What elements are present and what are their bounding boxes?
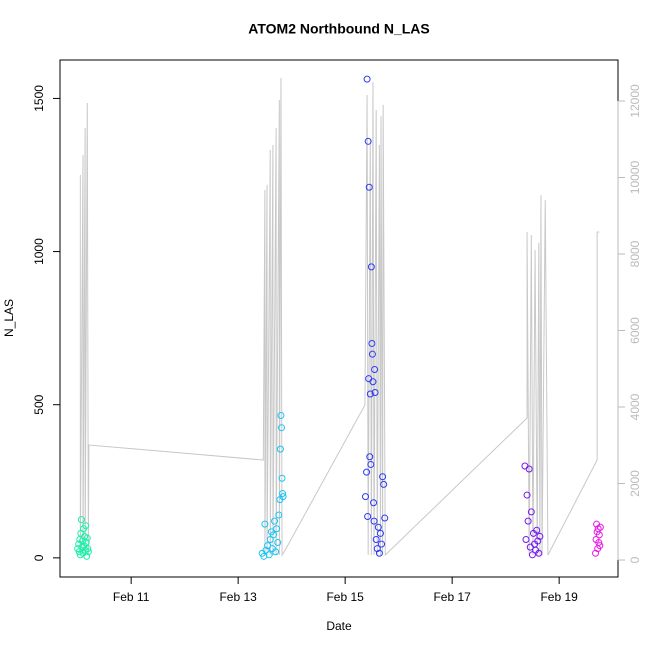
y2-tick-label: 2000 <box>628 470 642 497</box>
point <box>533 526 541 534</box>
line-series <box>79 78 600 557</box>
point <box>367 460 375 468</box>
point <box>271 517 279 525</box>
point <box>274 539 282 547</box>
point <box>528 551 536 559</box>
point <box>378 540 386 548</box>
x-tick-label: Feb 13 <box>219 590 257 604</box>
point <box>277 424 285 432</box>
point <box>279 490 287 498</box>
point <box>262 546 270 554</box>
y2-tick-label: 10000 <box>628 160 642 194</box>
point <box>261 520 269 528</box>
point <box>363 468 371 476</box>
point <box>84 548 92 556</box>
point <box>376 529 384 537</box>
point <box>523 491 531 499</box>
point <box>264 542 272 550</box>
point <box>273 525 281 533</box>
point <box>372 535 380 543</box>
point <box>83 534 91 542</box>
point <box>82 522 90 530</box>
point <box>595 531 603 539</box>
point <box>370 499 378 507</box>
point <box>364 513 372 521</box>
point <box>278 474 286 482</box>
chart-title: ATOM2 Northbound N_LAS <box>248 21 429 37</box>
point <box>272 548 280 556</box>
point <box>596 523 604 531</box>
point <box>368 350 376 358</box>
point <box>374 523 382 531</box>
x-tick-label: Feb 11 <box>113 590 150 604</box>
y2-tick-label: 12000 <box>628 84 642 118</box>
y-axis-title: N_LAS <box>2 299 16 337</box>
point <box>365 183 373 191</box>
point <box>521 462 529 470</box>
point <box>379 473 387 481</box>
x-tick-label: Feb 17 <box>433 590 471 604</box>
point <box>371 365 379 373</box>
point <box>536 532 544 540</box>
point <box>366 453 374 461</box>
point <box>370 517 378 525</box>
point <box>77 516 85 524</box>
point <box>265 551 273 559</box>
point <box>371 388 379 396</box>
point <box>364 137 372 145</box>
y2-tick-label: 8000 <box>628 240 642 267</box>
x-axis-title: Date <box>326 619 352 633</box>
point <box>381 514 389 522</box>
y-tick-label: 1000 <box>32 238 46 265</box>
point <box>269 531 277 539</box>
y-tick-label: 500 <box>32 394 46 414</box>
y2-tick-label: 4000 <box>628 393 642 420</box>
y2-tick-label: 6000 <box>628 317 642 344</box>
point <box>361 493 369 501</box>
point <box>595 539 603 547</box>
point <box>363 75 371 83</box>
point <box>369 378 377 386</box>
point <box>366 390 374 398</box>
point <box>368 339 376 347</box>
point <box>375 549 383 557</box>
point <box>82 539 90 547</box>
point <box>527 508 535 516</box>
point <box>277 411 285 419</box>
y-tick-label: 0 <box>32 554 46 561</box>
point <box>524 517 532 525</box>
point <box>596 542 604 550</box>
point <box>380 480 388 488</box>
point <box>275 511 283 519</box>
point <box>367 263 375 271</box>
point <box>525 465 533 473</box>
point <box>279 493 287 501</box>
point <box>84 545 92 553</box>
point <box>535 549 543 557</box>
point <box>266 535 274 543</box>
x-tick-label: Feb 15 <box>326 590 364 604</box>
point <box>522 535 530 543</box>
y-tick-label: 1500 <box>32 85 46 112</box>
point <box>83 552 91 560</box>
y2-tick-label: 0 <box>628 556 642 563</box>
point <box>276 445 284 453</box>
x-tick-label: Feb 19 <box>540 590 578 604</box>
